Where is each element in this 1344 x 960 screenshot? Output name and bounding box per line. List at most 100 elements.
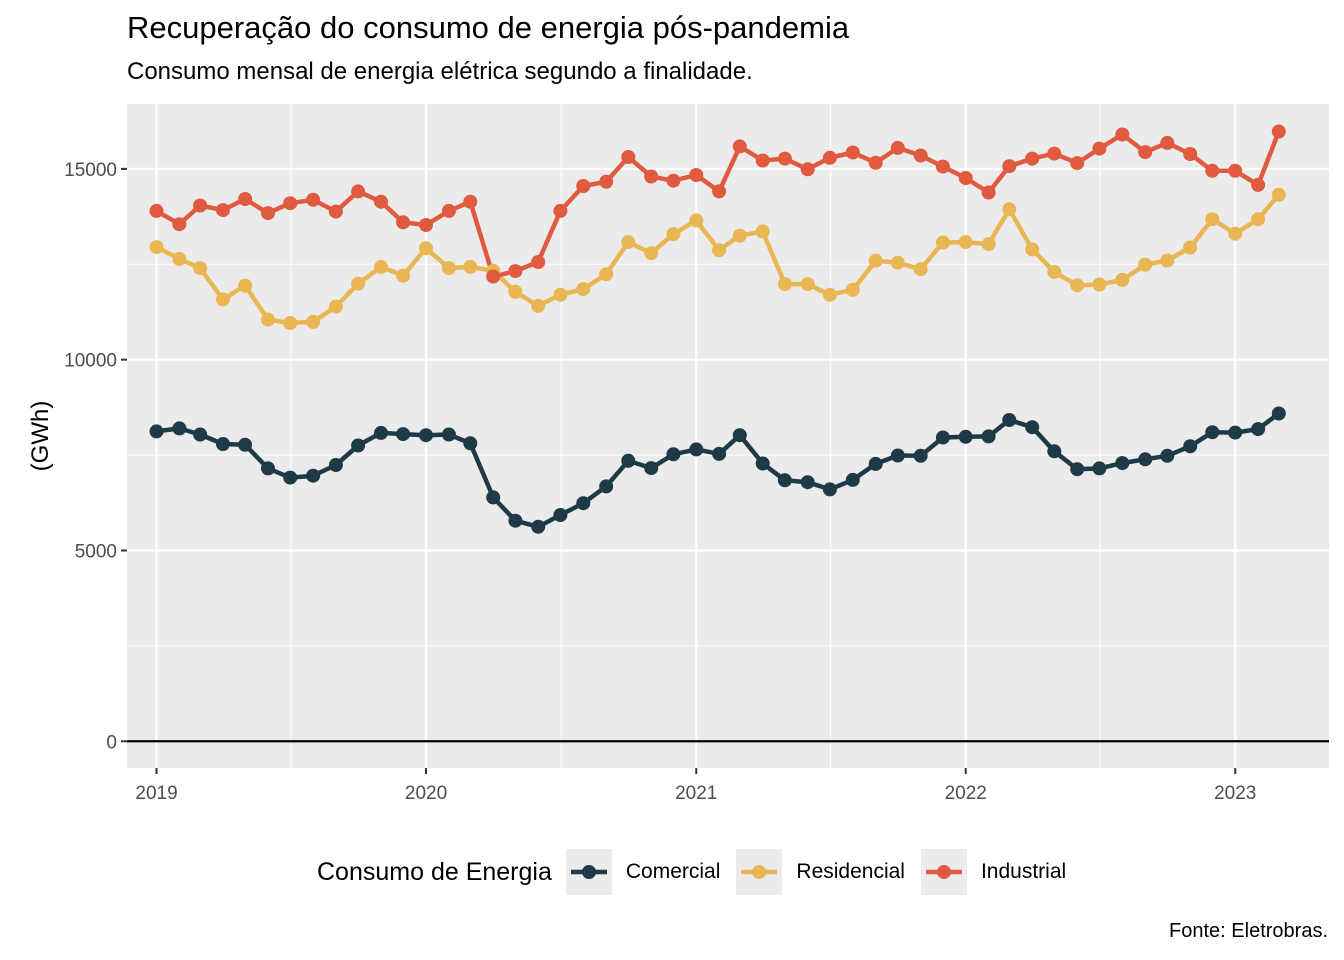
data-point <box>644 169 659 184</box>
data-point <box>419 428 433 443</box>
data-point <box>193 427 208 442</box>
y-tick-label: 5000 <box>75 541 117 562</box>
data-point <box>1251 212 1266 227</box>
data-point <box>306 314 321 329</box>
data-point <box>576 282 591 297</box>
data-point <box>576 496 591 511</box>
data-point <box>666 447 681 462</box>
x-tick-label: 2023 <box>1214 783 1256 804</box>
data-point <box>351 276 366 291</box>
data-point <box>868 253 883 268</box>
data-point <box>913 448 928 463</box>
data-point <box>800 277 815 292</box>
data-point <box>1271 187 1286 202</box>
data-point <box>486 269 501 284</box>
series-points-residencial <box>149 187 1286 330</box>
data-point <box>149 424 164 439</box>
data-point <box>755 224 770 239</box>
data-point <box>822 150 837 165</box>
data-point <box>1047 264 1062 279</box>
legend-items: Comercial Residencial Industrial <box>565 849 1082 895</box>
data-point <box>599 174 614 189</box>
data-point <box>1228 226 1243 241</box>
data-point <box>777 473 792 488</box>
data-point <box>1183 147 1198 161</box>
data-point <box>712 184 727 199</box>
data-point <box>441 203 456 218</box>
data-point <box>1092 141 1107 156</box>
data-point <box>463 436 478 451</box>
data-point <box>712 446 727 461</box>
data-point <box>553 287 568 302</box>
data-point <box>283 316 298 330</box>
data-point <box>644 246 659 261</box>
data-point <box>531 519 546 534</box>
data-point <box>531 255 546 269</box>
data-point <box>172 251 187 266</box>
data-point <box>621 150 636 164</box>
data-point <box>576 179 591 193</box>
data-point <box>1138 257 1153 272</box>
data-point <box>1115 127 1130 142</box>
data-point <box>1271 406 1286 421</box>
data-point <box>1228 163 1243 178</box>
data-point <box>193 198 208 213</box>
series-points-industrial <box>149 124 1286 284</box>
data-point <box>1070 156 1085 171</box>
data-point <box>1002 413 1017 427</box>
data-point <box>508 264 523 279</box>
data-point <box>351 184 366 199</box>
data-point <box>1025 151 1040 166</box>
data-point <box>689 213 704 228</box>
data-point <box>1047 146 1062 161</box>
data-point <box>913 262 928 277</box>
legend: Consumo de Energia Comercial Residencial I… <box>317 849 1082 895</box>
y-axis-title: (GWh) <box>27 401 54 472</box>
data-point <box>1092 277 1107 292</box>
legend-key-icon <box>565 849 612 895</box>
data-point <box>486 490 501 505</box>
data-point <box>868 456 883 471</box>
data-point <box>935 159 950 174</box>
data-point <box>689 168 704 182</box>
data-point <box>238 278 253 293</box>
data-point <box>1115 272 1130 287</box>
data-point <box>935 235 950 250</box>
data-point <box>1025 242 1040 257</box>
chart-title: Recuperação do consumo de energia pós-pa… <box>127 10 850 45</box>
chart-caption: Fonte: Eletrobras. <box>1169 920 1328 942</box>
data-point <box>261 206 275 221</box>
data-point <box>822 482 837 497</box>
data-point <box>306 192 321 207</box>
legend-item-industrial: Industrial <box>920 849 1066 895</box>
y-tick-label: 0 <box>106 732 117 753</box>
data-point <box>599 479 614 494</box>
data-point <box>1160 253 1175 268</box>
data-point <box>238 437 253 452</box>
data-point <box>732 139 747 154</box>
data-point <box>1092 461 1107 476</box>
data-point <box>1138 452 1153 467</box>
data-point <box>1183 240 1198 255</box>
data-point <box>419 218 433 232</box>
data-point <box>396 427 411 442</box>
data-point <box>1115 456 1130 471</box>
data-point <box>755 153 770 168</box>
data-point <box>958 235 973 250</box>
data-point <box>261 312 275 327</box>
data-point <box>1228 425 1243 440</box>
data-point <box>328 204 343 219</box>
data-point <box>981 237 996 252</box>
data-point <box>508 513 523 528</box>
data-point <box>216 437 230 451</box>
data-point <box>1160 135 1175 150</box>
plot-panel <box>127 104 1329 768</box>
data-point <box>396 268 411 283</box>
data-point <box>1070 278 1085 293</box>
data-point <box>172 421 187 436</box>
data-point <box>777 151 792 166</box>
data-point <box>441 261 456 276</box>
data-point <box>463 259 478 274</box>
x-tick-label: 2019 <box>135 783 177 804</box>
